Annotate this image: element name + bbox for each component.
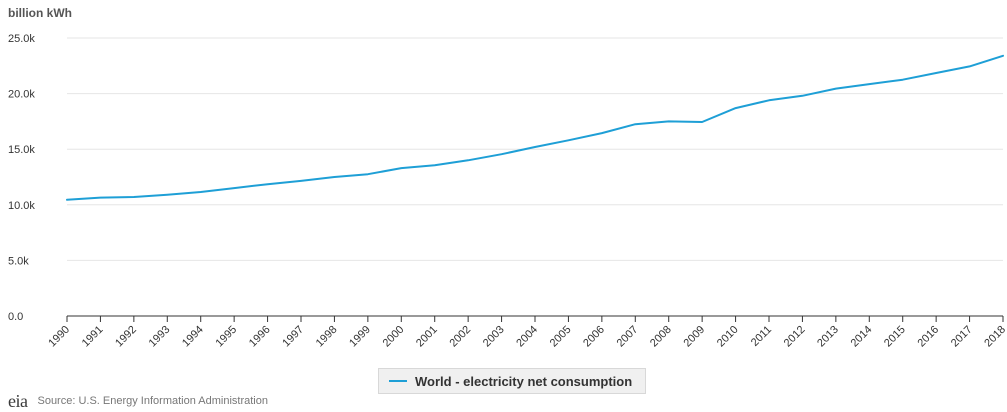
data-point[interactable] — [599, 130, 605, 136]
data-point[interactable] — [198, 189, 204, 195]
y-tick-label: 0.0 — [8, 311, 23, 323]
data-point[interactable] — [699, 119, 705, 125]
y-tick-label: 5.0k — [8, 255, 29, 267]
data-point[interactable] — [766, 97, 772, 103]
series-layer — [64, 53, 1006, 203]
legend[interactable]: World - electricity net consumption — [378, 368, 646, 394]
data-point[interactable] — [331, 174, 337, 180]
x-tick-label: 2014 — [849, 324, 875, 350]
x-tick-label: 1998 — [314, 324, 340, 350]
x-tick-label: 1992 — [113, 324, 139, 350]
y-tick-label: 10.0k — [8, 200, 35, 212]
x-tick-label: 2013 — [815, 324, 841, 350]
data-point[interactable] — [365, 171, 371, 177]
data-point[interactable] — [432, 162, 438, 168]
x-tick-label: 2006 — [581, 324, 607, 350]
x-tick-label: 1999 — [347, 324, 373, 350]
data-point[interactable] — [499, 151, 505, 157]
x-tick-label: 1996 — [247, 324, 273, 350]
data-point[interactable] — [298, 178, 304, 184]
data-point[interactable] — [733, 105, 739, 111]
data-point[interactable] — [265, 181, 271, 187]
x-tick-label: 1993 — [147, 324, 173, 350]
data-point[interactable] — [97, 195, 103, 201]
x-tick-label: 2010 — [715, 324, 741, 350]
y-axis-ticks: 0.0 5.0k 10.0k 15.0k 20.0k 25.0k — [8, 33, 35, 323]
x-tick-label: 2003 — [481, 324, 507, 350]
data-point[interactable] — [632, 121, 638, 127]
x-tick-label: 2017 — [949, 324, 975, 350]
x-axis: 1990 1991 1992 1993 1994 1995 1996 1997 1998 1999… — [46, 315, 1007, 350]
data-point[interactable] — [398, 165, 404, 171]
x-tick-label: 1994 — [180, 324, 206, 350]
gridlines — [67, 37, 1003, 261]
source-text: Source: U.S. Energy Information Administ… — [37, 395, 268, 407]
data-point[interactable] — [64, 197, 70, 203]
data-point[interactable] — [465, 157, 471, 163]
data-point[interactable] — [164, 192, 170, 198]
y-axis-unit-label: billion kWh — [8, 6, 72, 20]
eia-logo[interactable]: eia — [8, 391, 28, 411]
data-point[interactable] — [933, 70, 939, 76]
x-tick-label: 2000 — [381, 324, 407, 350]
series-line[interactable] — [66, 54, 1004, 201]
data-point[interactable] — [231, 185, 237, 191]
x-tick-label: 1995 — [213, 324, 239, 350]
legend-swatch — [389, 380, 407, 382]
data-point[interactable] — [967, 63, 973, 69]
x-tick-label: 2002 — [447, 324, 473, 350]
data-point[interactable] — [799, 93, 805, 99]
x-tick-label: 2018 — [982, 324, 1007, 350]
x-tick-label: 2007 — [615, 324, 641, 350]
x-tick-label: 2012 — [782, 324, 808, 350]
data-point[interactable] — [866, 81, 872, 87]
x-tick-label: 2001 — [414, 324, 440, 350]
x-tick-label: 2015 — [882, 324, 908, 350]
y-tick-label: 15.0k — [8, 144, 35, 156]
x-tick-label: 2011 — [749, 324, 774, 349]
y-tick-label: 20.0k — [8, 89, 35, 101]
data-point[interactable] — [900, 77, 906, 83]
source-footer: eia Source: U.S. Energy Information Admi… — [8, 392, 268, 410]
y-tick-label: 25.0k — [8, 33, 35, 45]
data-point[interactable] — [131, 194, 137, 200]
x-tick-label: 2008 — [648, 324, 674, 350]
x-tick-label: 1990 — [46, 324, 72, 350]
data-point[interactable] — [666, 118, 672, 124]
legend-item-label: World - electricity net consumption — [415, 373, 633, 389]
data-point[interactable] — [565, 137, 571, 143]
data-point[interactable] — [833, 86, 839, 92]
x-tick-label: 2009 — [681, 324, 707, 350]
x-tick-label: 1991 — [80, 324, 106, 350]
x-tick-label: 2004 — [514, 324, 540, 350]
x-tick-label: 2016 — [915, 324, 941, 350]
x-tick-label: 1997 — [280, 324, 306, 350]
x-tick-label: 2005 — [548, 324, 574, 350]
data-point[interactable] — [532, 144, 538, 150]
data-point[interactable] — [1000, 53, 1006, 59]
